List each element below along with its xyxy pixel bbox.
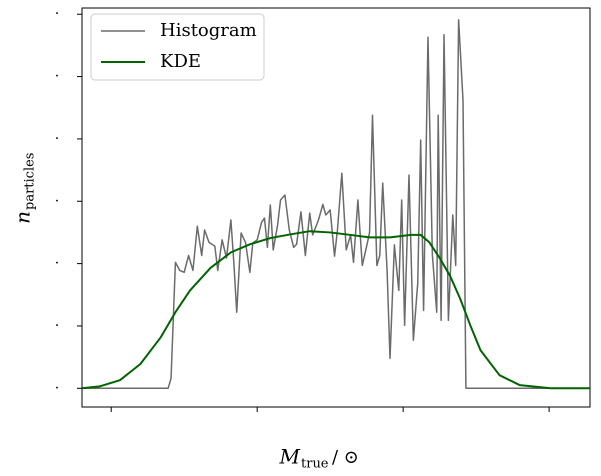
plot-frame <box>81 7 591 408</box>
x-label-sub: true <box>301 457 329 472</box>
x-label-rest: / ⊙ <box>332 447 359 468</box>
y-axis-label: n particles <box>11 153 38 224</box>
y-tick-label: . <box>55 376 59 392</box>
y-tick-label: . <box>55 252 59 268</box>
x-label-main: M <box>279 445 301 469</box>
y-tick-label: . <box>55 2 59 18</box>
y-tick-label: . <box>55 314 59 330</box>
y-label-main: n <box>11 211 35 224</box>
y-label-sub: particles <box>23 153 38 210</box>
y-tick-label: . <box>55 127 59 143</box>
y-tick-label: . <box>55 65 59 81</box>
y-tick-label: . <box>55 189 59 205</box>
series-line <box>81 230 590 390</box>
legend-label: Histogram <box>160 20 257 41</box>
legend-label: KDE <box>160 51 201 72</box>
x-axis-label: M true / ⊙ <box>279 445 359 472</box>
